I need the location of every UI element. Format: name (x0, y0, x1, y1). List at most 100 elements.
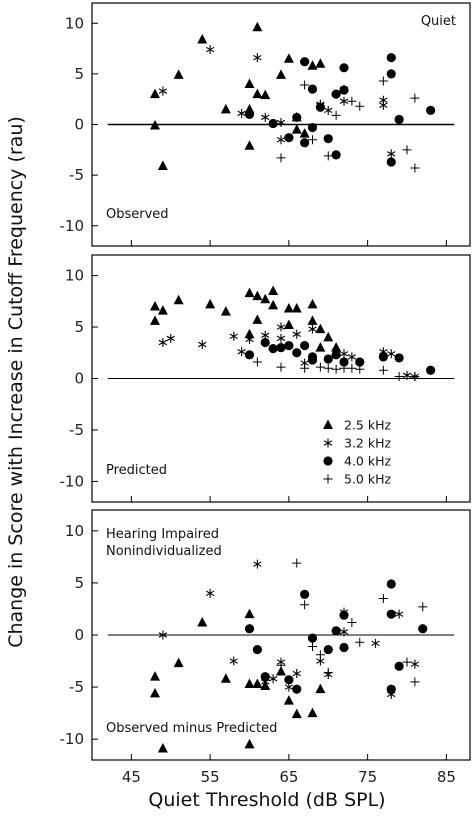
legend-label: 4.0 kHz (344, 454, 391, 469)
data-point (276, 153, 286, 163)
data-point (260, 89, 271, 100)
data-point (339, 610, 349, 620)
data-point (244, 738, 255, 749)
data-point (220, 673, 231, 683)
data-point (245, 334, 254, 344)
panel-3: 10 5 0 -5 -10 45 55 65 75 85 Hearing Impaired Nonin… (60, 509, 471, 786)
data-point (173, 294, 184, 305)
series-2_5-kHz (150, 21, 326, 171)
data-point (244, 109, 255, 119)
data-point (308, 641, 317, 651)
data-point (323, 134, 333, 144)
data-point (260, 293, 271, 304)
data-point (244, 328, 255, 339)
data-point (323, 331, 334, 342)
data-point (292, 669, 301, 679)
data-point (300, 138, 310, 148)
y-tick-label: 10 (65, 14, 84, 32)
data-point (387, 349, 396, 359)
legend-label: 3.2 kHz (344, 436, 391, 451)
data-point (347, 352, 357, 362)
data-point (220, 103, 231, 114)
y-tick-label: 5 (74, 574, 84, 592)
x-tick-label: 75 (358, 768, 377, 786)
series-3_2-kHz (158, 45, 396, 159)
data-point (324, 105, 333, 115)
series-4_0-kHz (244, 579, 428, 694)
x-tick-label: 45 (122, 768, 141, 786)
annotation-bottom-left: Predicted (106, 463, 167, 478)
data-point (378, 594, 388, 604)
series-5_0-kHz (276, 558, 428, 687)
x-tick-label: 55 (201, 768, 220, 786)
data-point (173, 657, 184, 668)
y-tick-label: -5 (69, 421, 84, 439)
legend: 2.5 kHz 3.2 kHz 4.0 kHz 5.0 kHz (323, 418, 391, 487)
data-point (157, 743, 168, 753)
data-point (276, 665, 286, 676)
y-tick-label: -10 (60, 730, 85, 748)
legend-marker (323, 419, 333, 429)
annotation-top-left-2: Nonindividualized (106, 544, 222, 559)
data-point (315, 342, 326, 352)
data-point (339, 363, 349, 373)
data-point (291, 303, 302, 313)
data-point (410, 659, 420, 669)
data-point (150, 315, 160, 325)
data-point (252, 357, 262, 367)
data-point (300, 600, 310, 610)
data-point (284, 675, 294, 685)
data-point (426, 365, 436, 375)
data-point (402, 657, 412, 667)
data-point (244, 678, 255, 688)
data-point (418, 624, 428, 634)
y-tick-label: 10 (65, 522, 84, 540)
data-point (387, 149, 396, 159)
annotation-bottom-left: Observed (106, 207, 169, 222)
data-point (268, 344, 278, 354)
data-point (252, 21, 263, 32)
data-point (276, 333, 286, 343)
data-point (410, 93, 420, 103)
data-point (339, 63, 349, 73)
data-point (355, 637, 365, 647)
data-point (402, 370, 412, 380)
data-point (379, 100, 388, 110)
series-4_0-kHz (244, 53, 436, 167)
data-point (307, 60, 318, 70)
data-point (283, 303, 294, 313)
legend-marker (323, 474, 333, 484)
data-point (300, 363, 310, 373)
y-tick-label: 0 (74, 626, 84, 644)
x-axis-label: Quiet Threshold (dB SPL) (148, 789, 385, 811)
data-point (307, 633, 318, 643)
data-point (244, 140, 255, 150)
data-point (307, 122, 318, 133)
data-point (355, 357, 365, 367)
data-point (331, 364, 341, 374)
data-point (220, 306, 231, 316)
data-point (150, 671, 160, 681)
data-point (252, 290, 263, 301)
data-point (244, 608, 255, 619)
data-point (205, 45, 215, 55)
data-point (339, 357, 349, 367)
data-point (197, 617, 208, 627)
data-point (315, 323, 326, 334)
data-point (260, 337, 270, 348)
data-point (197, 33, 208, 44)
y-tick-label: -5 (69, 166, 84, 184)
data-point (339, 642, 349, 653)
data-point (283, 53, 294, 63)
data-point (284, 133, 294, 143)
series-2_5-kHz (150, 285, 342, 352)
data-point (244, 287, 255, 298)
data-point (158, 337, 168, 347)
data-point (252, 678, 263, 688)
y-tick-label: 0 (74, 116, 84, 134)
series-5_0-kHz (276, 76, 420, 173)
y-tick-label: -5 (69, 678, 84, 696)
data-point (323, 363, 333, 373)
data-point (252, 644, 262, 655)
data-point (355, 364, 365, 374)
